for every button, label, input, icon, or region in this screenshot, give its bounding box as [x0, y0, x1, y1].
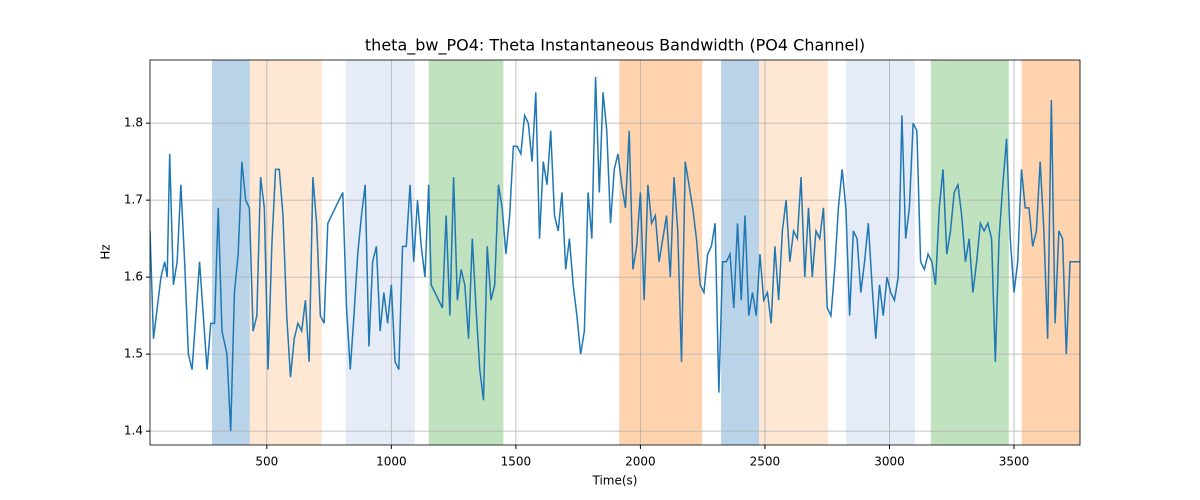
y-tick-label: 1.8: [124, 116, 143, 130]
y-axis-label: Hz: [99, 244, 113, 259]
shaded-span: [428, 60, 504, 445]
shaded-span: [721, 60, 760, 445]
chart-title: theta_bw_PO4: Theta Instantaneous Bandwi…: [365, 36, 865, 56]
shaded-span: [759, 60, 828, 445]
data-line: [150, 76, 1080, 432]
y-tick-label: 1.6: [124, 270, 143, 284]
shaded-span: [345, 60, 415, 445]
plot-frame: [149, 59, 1081, 446]
x-tick-label: 500: [255, 455, 278, 469]
y-tick-label: 1.5: [124, 347, 143, 361]
x-tick-label: 2500: [750, 455, 781, 469]
plot-area: [150, 60, 1080, 445]
y-tick-label: 1.4: [124, 424, 143, 438]
x-tick-label: 1500: [501, 455, 532, 469]
shaded-span: [212, 60, 250, 445]
shaded-span: [249, 60, 322, 445]
x-tick-label: 2000: [625, 455, 656, 469]
shaded-span: [846, 60, 915, 445]
y-tick-label: 1.7: [124, 193, 143, 207]
x-tick-label: 3000: [874, 455, 905, 469]
x-tick-label: 1000: [376, 455, 407, 469]
x-tick-label: 3500: [999, 455, 1030, 469]
x-axis-label: Time(s): [592, 474, 638, 488]
